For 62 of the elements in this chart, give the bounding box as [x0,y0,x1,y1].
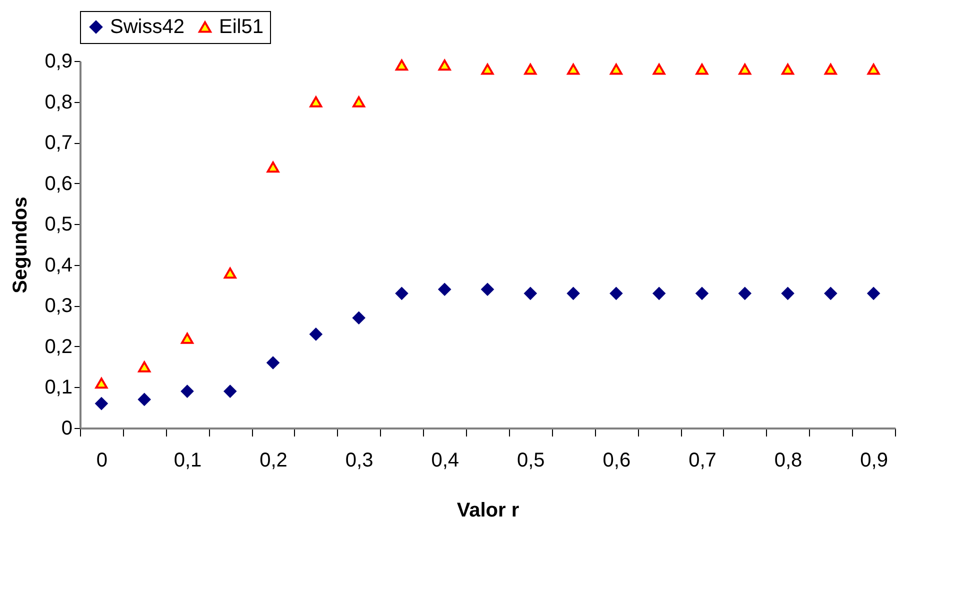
point [95,397,108,410]
point [352,96,366,108]
point [438,60,451,71]
legend-label: Eil51 [219,16,264,38]
y-tick-label: 0,6 [44,172,72,195]
point [696,64,708,75]
point [610,64,622,75]
point [352,312,366,324]
point [867,287,880,300]
y-tick-label: 0,3 [44,295,72,318]
point [652,287,666,300]
point [95,378,108,389]
y-tick-label: 0 [61,418,72,440]
x-tick-label: 0,9 [860,450,888,472]
y-tick-label: 0,5 [44,214,72,236]
point [438,283,451,296]
x-axis-title: Valor r [456,500,520,522]
y-tick-label: 0,1 [44,376,72,399]
x-tick-label: 0,5 [516,450,545,472]
point [610,287,622,300]
point [224,268,236,279]
point [266,161,280,173]
x-tick-label: 0,6 [602,450,631,472]
point [310,328,322,340]
point [395,287,408,300]
y-axis-title: Segundos [10,196,32,294]
point [481,64,494,75]
point [224,385,236,398]
x-tick-label: 0,7 [688,450,716,472]
y-tick-label: 0,8 [44,91,72,114]
point [696,287,708,300]
point [138,393,151,406]
y-tick-label: 0,4 [44,254,72,276]
point [481,283,494,296]
point [652,64,666,75]
point [867,64,880,75]
point [395,60,408,71]
x-tick-label: 0,1 [174,450,202,472]
y-tick-label: 0,2 [44,336,72,358]
point [782,64,794,75]
point [567,64,580,75]
x-tick-label: 0,4 [431,450,460,472]
point [738,287,752,300]
y-tick-label: 0,7 [44,132,72,154]
point [567,287,580,300]
x-tick-label: 0,2 [260,450,288,472]
point [524,287,537,300]
point [180,385,194,398]
point [138,361,151,372]
x-tick-label: 0,8 [774,450,802,472]
point [310,96,322,108]
point [824,64,837,75]
point [180,332,194,344]
point [266,356,280,369]
point [824,287,837,300]
y-tick-label: 0,9 [44,50,72,72]
point [524,64,537,75]
point [782,287,794,300]
legend-label: Swiss42 [110,16,184,38]
x-tick-label: 0 [96,450,108,472]
point [738,64,752,75]
x-tick-label: 0,3 [345,450,374,472]
